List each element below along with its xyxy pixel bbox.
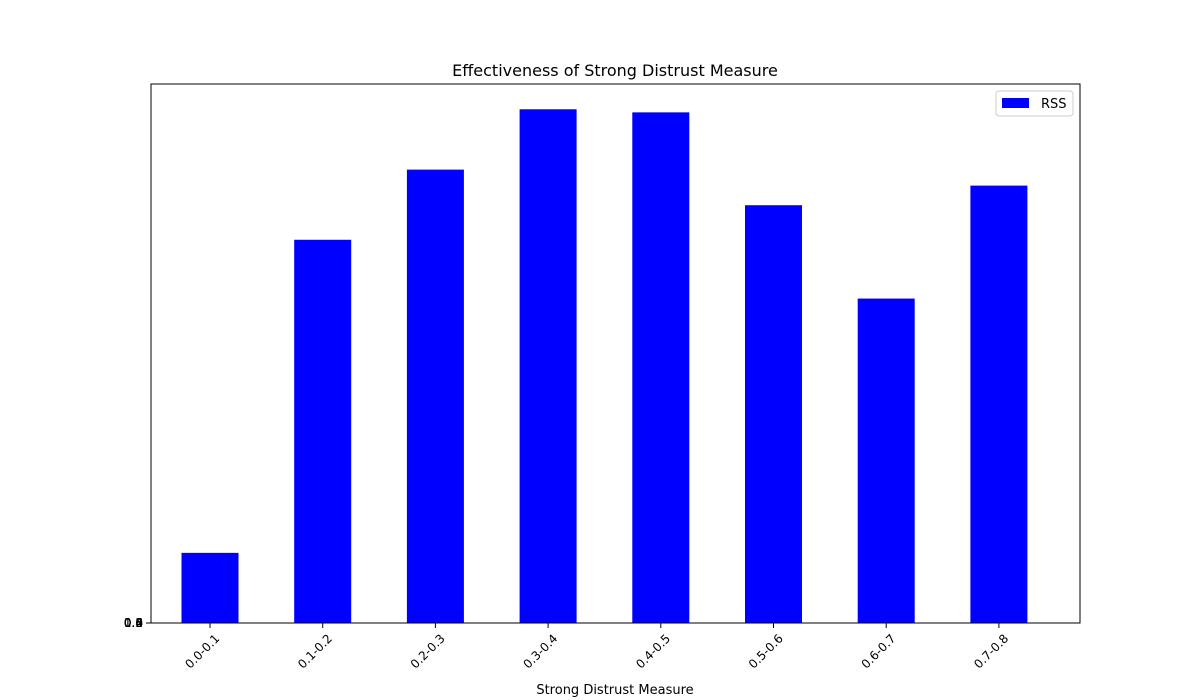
y-axis-ticks: 0.00.20.40.60.81.0 bbox=[124, 616, 151, 630]
x-axis-label: Strong Distrust Measure bbox=[536, 683, 693, 698]
bar-0.0-0.1 bbox=[181, 552, 239, 623]
plot-frame bbox=[150, 83, 1081, 624]
x-tick-label: 0.4-0.5 bbox=[633, 631, 673, 671]
y-tick-label: 0.6 bbox=[124, 616, 143, 630]
y-tick-label: 0.8 bbox=[124, 616, 143, 630]
x-tick-label: 0.1-0.2 bbox=[295, 631, 335, 671]
bars-group bbox=[181, 109, 1028, 624]
x-axis-ticks: 0.0-0.1 0.1-0.2 0.2-0.3 0.3-0.4 0.4-0.5 0.5-0… bbox=[182, 623, 1011, 671]
bar-0.2-0.3 bbox=[406, 169, 464, 624]
bar-0.4-0.5 bbox=[632, 112, 690, 624]
legend-label-rss: RSS bbox=[1041, 97, 1067, 112]
y-tick-label: 0.4 bbox=[124, 616, 143, 630]
chart-title: Effectiveness of Strong Distrust Measure bbox=[452, 61, 778, 80]
y-tick-label: 1.0 bbox=[124, 616, 143, 630]
bar-0.5-0.6 bbox=[745, 205, 802, 624]
y-tick-label: 0.2 bbox=[124, 616, 143, 630]
x-tick-label: 0.2-0.3 bbox=[408, 631, 448, 671]
legend: RSS bbox=[995, 90, 1074, 117]
x-tick-label: 0.5-0.6 bbox=[746, 631, 786, 671]
x-tick-label: 0.0-0.1 bbox=[182, 631, 222, 671]
legend-frame bbox=[995, 90, 1074, 117]
bar-0.6-0.7 bbox=[857, 298, 915, 623]
bar-0.1-0.2 bbox=[294, 239, 352, 623]
bar-0.7-0.8 bbox=[970, 185, 1028, 623]
x-tick-label: 0.7-0.8 bbox=[971, 631, 1011, 671]
bar-0.3-0.4 bbox=[519, 109, 577, 623]
y-tick-label: 0.0 bbox=[124, 616, 143, 630]
x-tick-label: 0.3-0.4 bbox=[520, 631, 560, 671]
x-tick-label: 0.6-0.7 bbox=[859, 631, 899, 671]
legend-swatch bbox=[1002, 98, 1029, 108]
